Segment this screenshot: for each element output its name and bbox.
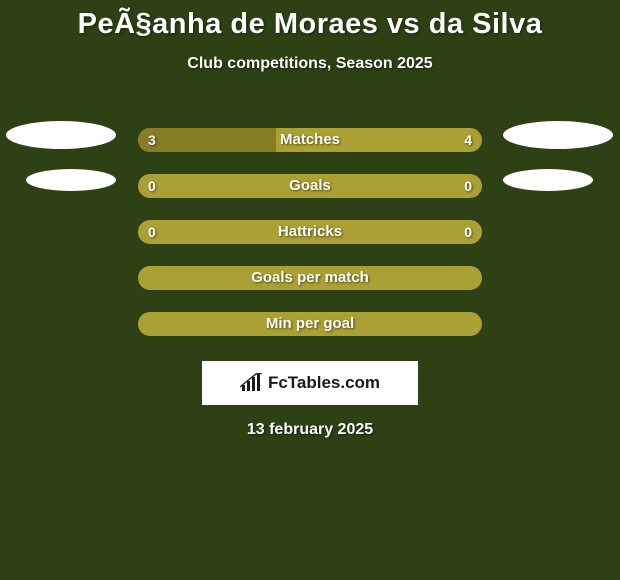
comparison-card: PeÃ§anha de Moraes vs da Silva Club comp… bbox=[0, 8, 620, 439]
stat-row: 0 0Hattricks bbox=[0, 209, 620, 255]
stat-value-left: 0 bbox=[148, 220, 156, 244]
stat-bar: 34Matches bbox=[138, 128, 482, 152]
stat-bar: 0 0Hattricks bbox=[138, 220, 482, 244]
date-text: 13 february 2025 bbox=[0, 421, 620, 439]
page-title: PeÃ§anha de Moraes vs da Silva bbox=[0, 8, 620, 41]
stat-bar: Min per goal bbox=[138, 312, 482, 336]
stat-row: 0 0Goals bbox=[0, 163, 620, 209]
stat-row: Min per goal bbox=[0, 301, 620, 347]
logo-text: FcTables.com bbox=[268, 373, 380, 393]
stat-row: 34Matches bbox=[0, 117, 620, 163]
stat-label: Hattricks bbox=[138, 220, 482, 244]
stat-label: Min per goal bbox=[138, 312, 482, 336]
page-subtitle: Club competitions, Season 2025 bbox=[0, 55, 620, 73]
stat-value-left: 3 bbox=[148, 128, 156, 152]
logo: FcTables.com bbox=[240, 373, 380, 393]
stat-label: Goals per match bbox=[138, 266, 482, 290]
stat-value-right: 4 bbox=[464, 128, 472, 152]
stat-bar: 0 0Goals bbox=[138, 174, 482, 198]
stat-bar-left-fill bbox=[138, 128, 276, 152]
stat-value-left: 0 bbox=[148, 174, 156, 198]
stat-bar: Goals per match bbox=[138, 266, 482, 290]
player-ellipse-right bbox=[503, 121, 613, 149]
stat-value-right: 0 bbox=[464, 220, 472, 244]
player-ellipse-right bbox=[503, 169, 593, 191]
stats-block: 34Matches00Goals00HattricksGoals per mat… bbox=[0, 117, 620, 347]
stat-value-right: 0 bbox=[464, 174, 472, 198]
stat-row: Goals per match bbox=[0, 255, 620, 301]
stat-label: Goals bbox=[138, 174, 482, 198]
barchart-icon bbox=[240, 373, 264, 393]
player-ellipse-left bbox=[26, 169, 116, 191]
player-ellipse-left bbox=[6, 121, 116, 149]
logo-box: FcTables.com bbox=[202, 361, 418, 405]
